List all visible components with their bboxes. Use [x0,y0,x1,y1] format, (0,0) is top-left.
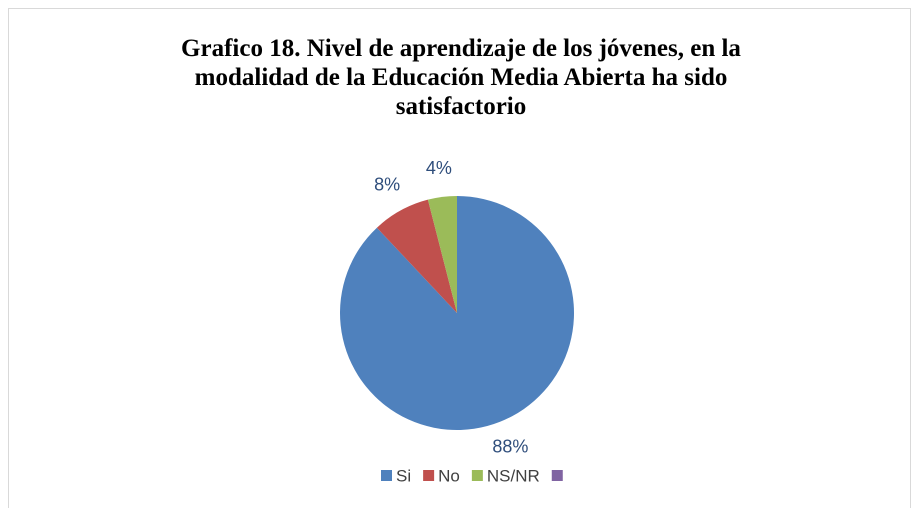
data-label: 8% [374,175,400,195]
data-label: 88% [492,437,528,457]
chart-frame [8,8,911,508]
pie-slice [340,196,575,431]
legend-swatch [551,470,563,481]
data-label: 4% [426,158,452,178]
legend-swatch [381,470,392,481]
legend-swatch [471,470,483,481]
legend-label: NS/NR [487,466,540,485]
pie-slice [376,199,457,313]
legend-swatch [423,470,435,481]
chart-title: Grafico 18. Nivel de aprendizaje de los … [181,35,741,120]
pie-slice [427,196,457,313]
legend-label: Si [396,466,411,485]
legend-label: No [438,466,460,485]
